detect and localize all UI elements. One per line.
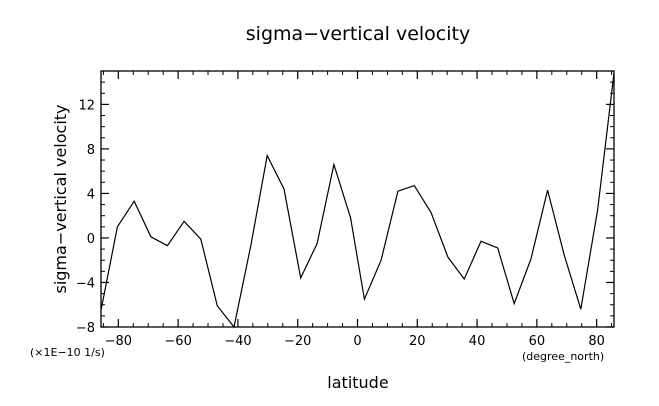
x-tick-label: 0 xyxy=(353,334,361,349)
x-units-label: (degree_north) xyxy=(522,350,604,363)
x-axis-label: latitude xyxy=(327,373,388,392)
x-tick-label: −20 xyxy=(284,334,311,349)
plot-frame xyxy=(100,70,615,328)
y-tick-label: 8 xyxy=(87,143,95,158)
y-tick-label: 0 xyxy=(87,232,95,247)
y-units-label: (×1E−10 1/s) xyxy=(30,346,105,359)
x-tick-label: 20 xyxy=(409,334,426,349)
x-tick-label: −80 xyxy=(105,334,132,349)
y-tick-label: −8 xyxy=(76,321,95,336)
x-tick-label: −60 xyxy=(164,334,191,349)
y-tick-label: −4 xyxy=(76,276,95,291)
x-tick-label: 80 xyxy=(588,334,605,349)
x-tick-label: −40 xyxy=(224,334,251,349)
data-line xyxy=(100,73,615,329)
y-tick-label: 4 xyxy=(87,187,95,202)
y-tick-label: 12 xyxy=(78,98,95,113)
y-axis: −8 −4 0 4 8 12 xyxy=(76,70,614,336)
x-tick-label: 40 xyxy=(469,334,486,349)
y-axis-label: sigma−vertical velocity xyxy=(51,104,70,293)
x-axis: −80 −60 −40 −20 0 20 40 60 80 xyxy=(102,71,613,349)
x-tick-label: 60 xyxy=(529,334,546,349)
chart-title: sigma−vertical velocity xyxy=(246,23,470,45)
